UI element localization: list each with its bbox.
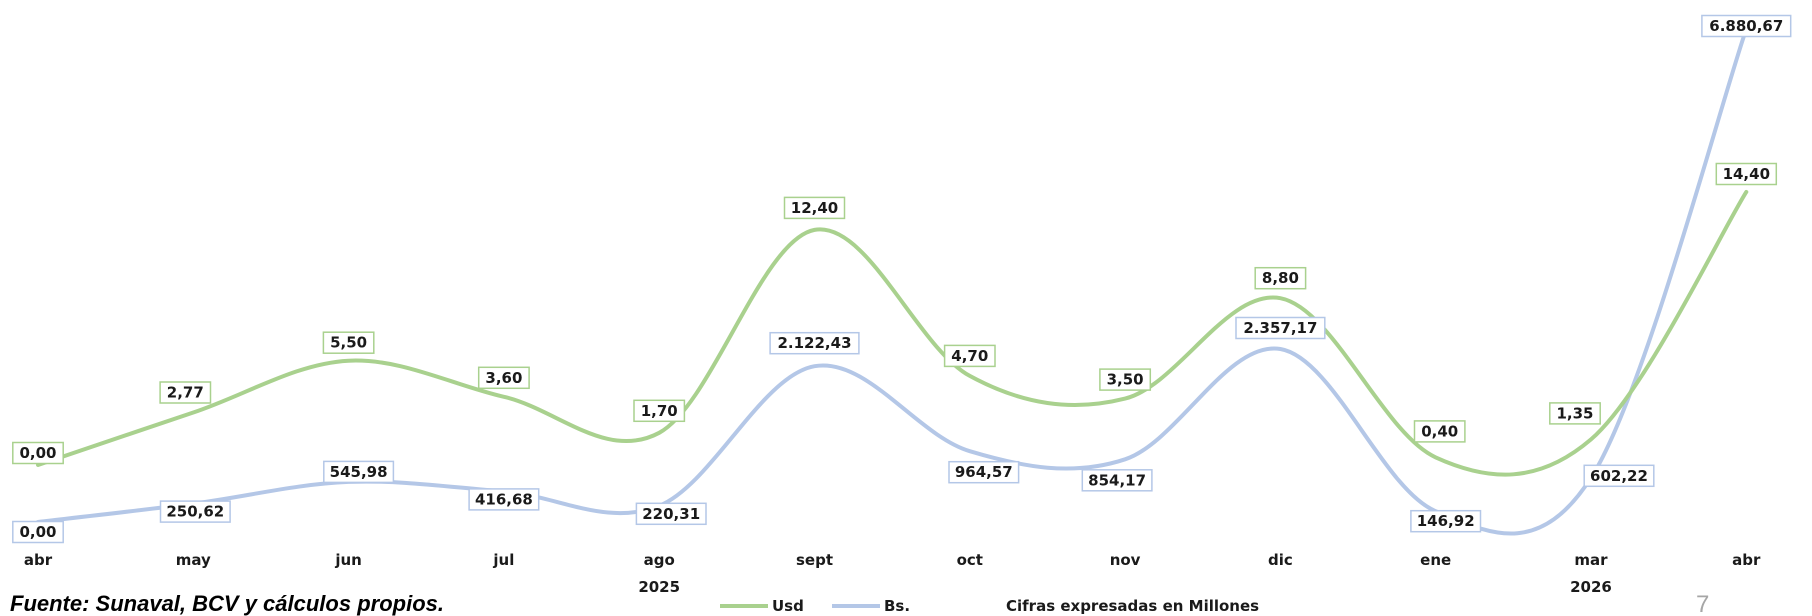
data-label-text: 12,40 [791,199,838,217]
data-label-text: 1,70 [641,402,678,420]
data-label-text: 0,00 [19,523,56,541]
x-tick-label: dic [1268,551,1293,569]
data-label-text: 2.122,43 [777,334,851,352]
data-label-usd: 8,80 [1254,266,1307,290]
x-year-label: 2026 [1570,578,1612,596]
data-label-text: 6.880,67 [1709,17,1783,35]
data-label-box [159,500,231,523]
x-tick-label: mar [1574,551,1608,569]
x-tick-label: jun [334,551,362,569]
data-label-usd: 5,50 [322,331,375,354]
data-label-box [1549,402,1601,425]
data-label-usd: 0,40 [1413,420,1466,443]
data-label-usd: 12,40 [783,196,846,220]
data-label-bs: 0,00 [12,520,64,544]
series-line-bs [36,27,1749,536]
legend-label-bs: Bs. [884,597,910,615]
data-label-box [12,520,64,544]
data-label-box [1410,509,1482,533]
plot-area: 0,00 2,77 5,50 3,60 1,70 12,40 4,70 3,50 8,80 0,4… [12,14,1792,544]
data-label-bs: 6.880,67 [1701,14,1792,38]
x-tick-label: abr [24,551,53,569]
x-tick-label: may [176,551,211,569]
data-label-text: 4,70 [951,347,988,365]
data-label-text: 146,92 [1417,512,1475,530]
data-label-bs: 545,98 [323,460,395,484]
data-label-box [948,460,1020,484]
data-label-box [1099,368,1152,391]
source-note: Fuente: Sunaval, BCV y cálculos propios. [10,591,444,616]
data-label-bs: 146,92 [1410,509,1482,533]
data-label-usd: 3,60 [477,366,530,390]
legend-label-usd: Usd [772,597,804,615]
data-label-text: 3,60 [485,369,522,387]
data-label-box [1081,469,1153,492]
data-label-box [1254,266,1307,290]
data-label-text: 2,77 [167,384,204,402]
data-label-bs: 220,31 [635,502,707,526]
data-label-box [323,460,395,484]
page-number: 7 [1696,591,1709,616]
data-label-box [943,344,996,368]
x-tick-label: ago [644,551,675,569]
x-tick-label: oct [957,551,983,569]
series-line-usd [36,190,1749,477]
data-label-usd: 2,77 [159,381,212,404]
data-label-box [12,441,64,465]
data-label-text: 3,50 [1107,371,1144,389]
x-tick-label: jul [492,551,514,569]
data-label-bs: 2.357,17 [1235,316,1326,340]
data-label-usd: 14,40 [1715,162,1778,186]
x-axis: abr may jun jul ago sept oct nov dic ene mar abr 202… [24,551,1761,596]
data-label-bs: 250,62 [159,500,231,523]
data-label-text: 0,40 [1421,422,1458,440]
x-tick-label: sept [796,551,833,569]
data-label-box [1235,316,1326,340]
data-label-text: 602,22 [1590,467,1648,485]
legend: Usd Bs. Cifras expresadas en Millones [720,597,1259,615]
data-label-text: 5,50 [330,334,367,352]
x-tick-label: ene [1420,551,1451,569]
data-label-text: 220,31 [642,505,700,523]
data-label-box [1413,420,1466,443]
data-label-box [783,196,846,220]
data-label-bs: 854,17 [1081,469,1153,492]
data-label-text: 14,40 [1723,165,1770,183]
data-label-bs: 602,22 [1583,464,1655,488]
data-label-box [1583,464,1655,488]
data-label-box [1715,162,1778,186]
data-label-text: 8,80 [1262,269,1299,287]
data-label-bs: 2.122,43 [769,331,860,355]
data-label-text: 250,62 [166,503,224,521]
data-label-usd: 4,70 [943,344,996,368]
data-label-box [769,331,860,355]
data-label-box [477,366,530,390]
data-label-box [322,331,375,354]
data-label-box [635,502,707,526]
data-label-usd: 3,50 [1099,368,1152,391]
data-label-bs: 416,68 [468,488,540,511]
data-label-text: 854,17 [1088,471,1146,489]
data-label-text: 964,57 [955,463,1013,481]
data-label-box [1701,14,1792,38]
data-label-text: 416,68 [475,490,533,508]
data-label-bs: 964,57 [948,460,1020,484]
data-label-usd: 0,00 [12,441,64,465]
data-label-text: 0,00 [19,444,56,462]
x-tick-label: abr [1732,551,1761,569]
x-year-label: 2025 [638,578,680,596]
data-label-text: 2.357,17 [1243,319,1317,337]
data-label-usd: 1,70 [633,399,686,423]
data-label-box [159,381,212,404]
units-annotation: Cifras expresadas en Millones [1006,597,1259,615]
data-label-text: 1,35 [1556,404,1593,422]
data-label-box [468,488,540,511]
x-tick-label: nov [1110,551,1141,569]
data-label-text: 545,98 [330,463,388,481]
data-label-usd: 1,35 [1549,402,1601,425]
data-label-box [633,399,686,423]
